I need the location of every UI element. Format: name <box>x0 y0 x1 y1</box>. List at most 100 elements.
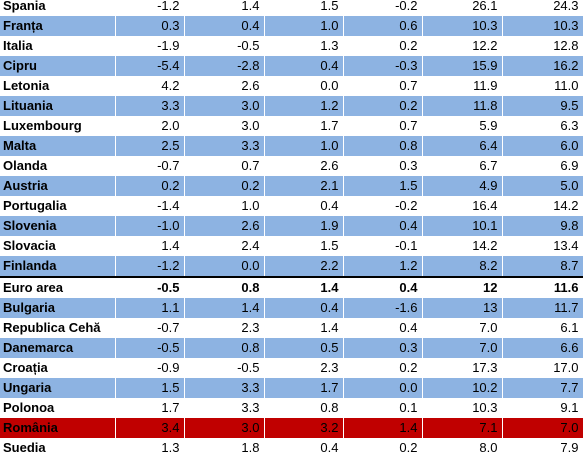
country-cell[interactable]: Portugalia <box>0 196 116 216</box>
unemployment-col-1-cell[interactable]: 17.3 <box>422 358 503 378</box>
inflation-col-cell[interactable]: -0.2 <box>343 0 423 16</box>
unemployment-col-1-cell[interactable]: 26.1 <box>422 0 503 16</box>
gdp-col-2-cell[interactable]: -2.8 <box>184 56 265 76</box>
gdp-col-2-cell[interactable]: 0.8 <box>184 276 265 298</box>
unemployment-col-1-cell[interactable]: 12 <box>422 276 503 298</box>
unemployment-col-2-cell[interactable]: 6.6 <box>502 338 583 358</box>
country-cell[interactable]: Letonia <box>0 76 116 96</box>
gdp-col-1-cell[interactable]: 1.5 <box>115 378 185 398</box>
inflation-col-cell[interactable]: 0.6 <box>343 16 423 36</box>
country-cell[interactable]: România <box>0 418 116 438</box>
country-cell[interactable]: Italia <box>0 36 116 56</box>
country-cell[interactable]: Suedia <box>0 438 116 458</box>
gdp-col-1-cell[interactable]: -1.9 <box>115 36 185 56</box>
gdp-col-2-cell[interactable]: 1.8 <box>184 438 265 458</box>
gdp-col-2-cell[interactable]: 2.4 <box>184 236 265 256</box>
unemployment-col-2-cell[interactable]: 5.0 <box>502 176 583 196</box>
country-cell[interactable]: Malta <box>0 136 116 156</box>
inflation-col-cell[interactable]: 0.4 <box>343 318 423 338</box>
gdp-col-2-cell[interactable]: 0.7 <box>184 156 265 176</box>
inflation-col-cell[interactable]: 0.0 <box>343 378 423 398</box>
inflation-col-cell[interactable]: 0.2 <box>343 438 423 458</box>
unemployment-col-2-cell[interactable]: 9.8 <box>502 216 583 236</box>
country-cell[interactable]: Bulgaria <box>0 298 116 318</box>
gdp-col-1-cell[interactable]: -1.4 <box>115 196 185 216</box>
inflation-col-cell[interactable]: 0.3 <box>343 156 423 176</box>
inflation-col-cell[interactable]: -0.2 <box>343 196 423 216</box>
unemployment-col-1-cell[interactable]: 11.8 <box>422 96 503 116</box>
country-cell[interactable]: Luxembourg <box>0 116 116 136</box>
unemployment-col-1-cell[interactable]: 16.4 <box>422 196 503 216</box>
gdp-col-3-cell[interactable]: 0.4 <box>264 438 344 458</box>
unemployment-col-2-cell[interactable]: 7.9 <box>502 438 583 458</box>
unemployment-col-1-cell[interactable]: 5.9 <box>422 116 503 136</box>
unemployment-col-2-cell[interactable]: 11.0 <box>502 76 583 96</box>
gdp-col-3-cell[interactable]: 0.8 <box>264 398 344 418</box>
unemployment-col-1-cell[interactable]: 6.7 <box>422 156 503 176</box>
inflation-col-cell[interactable]: 0.2 <box>343 358 423 378</box>
inflation-col-cell[interactable]: 0.1 <box>343 398 423 418</box>
gdp-col-1-cell[interactable]: 2.0 <box>115 116 185 136</box>
country-cell[interactable]: Slovacia <box>0 236 116 256</box>
unemployment-col-1-cell[interactable]: 10.1 <box>422 216 503 236</box>
gdp-col-2-cell[interactable]: 0.8 <box>184 338 265 358</box>
gdp-col-2-cell[interactable]: 0.4 <box>184 16 265 36</box>
gdp-col-2-cell[interactable]: 2.6 <box>184 216 265 236</box>
gdp-col-2-cell[interactable]: 1.4 <box>184 298 265 318</box>
unemployment-col-1-cell[interactable]: 13 <box>422 298 503 318</box>
unemployment-col-1-cell[interactable]: 6.4 <box>422 136 503 156</box>
gdp-col-2-cell[interactable]: 2.6 <box>184 76 265 96</box>
gdp-col-1-cell[interactable]: -0.7 <box>115 318 185 338</box>
unemployment-col-2-cell[interactable]: 10.3 <box>502 16 583 36</box>
gdp-col-3-cell[interactable]: 0.4 <box>264 196 344 216</box>
gdp-col-3-cell[interactable]: 1.2 <box>264 96 344 116</box>
gdp-col-3-cell[interactable]: 2.2 <box>264 256 344 277</box>
inflation-col-cell[interactable]: -0.3 <box>343 56 423 76</box>
gdp-col-1-cell[interactable]: -1.0 <box>115 216 185 236</box>
inflation-col-cell[interactable]: -1.6 <box>343 298 423 318</box>
gdp-col-2-cell[interactable]: 3.3 <box>184 136 265 156</box>
gdp-col-3-cell[interactable]: 1.4 <box>264 276 344 298</box>
unemployment-col-1-cell[interactable]: 7.1 <box>422 418 503 438</box>
gdp-col-3-cell[interactable]: 1.7 <box>264 116 344 136</box>
gdp-col-3-cell[interactable]: 0.5 <box>264 338 344 358</box>
gdp-col-2-cell[interactable]: 3.0 <box>184 96 265 116</box>
unemployment-col-2-cell[interactable]: 11.6 <box>502 276 583 298</box>
inflation-col-cell[interactable]: 0.7 <box>343 76 423 96</box>
gdp-col-2-cell[interactable]: 1.0 <box>184 196 265 216</box>
gdp-col-2-cell[interactable]: -0.5 <box>184 358 265 378</box>
unemployment-col-1-cell[interactable]: 8.0 <box>422 438 503 458</box>
unemployment-col-2-cell[interactable]: 7.0 <box>502 418 583 438</box>
country-cell[interactable]: Franța <box>0 16 116 36</box>
unemployment-col-1-cell[interactable]: 7.0 <box>422 338 503 358</box>
country-cell[interactable]: Ungaria <box>0 378 116 398</box>
gdp-col-1-cell[interactable]: -0.7 <box>115 156 185 176</box>
gdp-col-1-cell[interactable]: 1.7 <box>115 398 185 418</box>
unemployment-col-1-cell[interactable]: 14.2 <box>422 236 503 256</box>
unemployment-col-2-cell[interactable]: 8.7 <box>502 256 583 277</box>
gdp-col-3-cell[interactable]: 1.3 <box>264 36 344 56</box>
gdp-col-3-cell[interactable]: 3.2 <box>264 418 344 438</box>
unemployment-col-2-cell[interactable]: 17.0 <box>502 358 583 378</box>
unemployment-col-1-cell[interactable]: 10.2 <box>422 378 503 398</box>
inflation-col-cell[interactable]: 0.3 <box>343 338 423 358</box>
gdp-col-3-cell[interactable]: 0.4 <box>264 56 344 76</box>
country-cell[interactable]: Polonoa <box>0 398 116 418</box>
gdp-col-3-cell[interactable]: 1.0 <box>264 16 344 36</box>
gdp-col-3-cell[interactable]: 2.3 <box>264 358 344 378</box>
unemployment-col-2-cell[interactable]: 9.5 <box>502 96 583 116</box>
gdp-col-1-cell[interactable]: 4.2 <box>115 76 185 96</box>
inflation-col-cell[interactable]: 0.7 <box>343 116 423 136</box>
gdp-col-1-cell[interactable]: 2.5 <box>115 136 185 156</box>
gdp-col-2-cell[interactable]: 3.0 <box>184 116 265 136</box>
gdp-col-3-cell[interactable]: 0.0 <box>264 76 344 96</box>
unemployment-col-1-cell[interactable]: 4.9 <box>422 176 503 196</box>
gdp-col-3-cell[interactable]: 1.4 <box>264 318 344 338</box>
gdp-col-3-cell[interactable]: 0.4 <box>264 298 344 318</box>
unemployment-col-1-cell[interactable]: 12.2 <box>422 36 503 56</box>
gdp-col-2-cell[interactable]: -0.5 <box>184 36 265 56</box>
unemployment-col-2-cell[interactable]: 24.3 <box>502 0 583 16</box>
gdp-col-2-cell[interactable]: 1.4 <box>184 0 265 16</box>
gdp-col-1-cell[interactable]: 3.3 <box>115 96 185 116</box>
gdp-col-1-cell[interactable]: 0.2 <box>115 176 185 196</box>
